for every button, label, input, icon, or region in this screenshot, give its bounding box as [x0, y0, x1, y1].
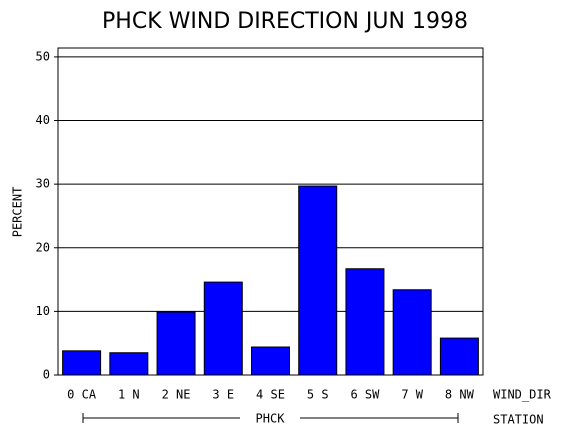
- x-tick-label: 5 S: [307, 388, 329, 402]
- x-tick-label: 6 SW: [350, 388, 380, 402]
- x-tick-label: 0 CA: [67, 388, 97, 402]
- x-tick-label: 2 NE: [162, 388, 191, 402]
- y-axis-label: PERCENT: [11, 187, 25, 238]
- y-tick-label: 30: [36, 177, 50, 191]
- bar: [251, 346, 290, 376]
- bar: [109, 352, 149, 376]
- y-tick-label: 0: [43, 368, 50, 382]
- bar: [345, 268, 385, 376]
- x-tick-label: 7 W: [401, 388, 423, 402]
- y-tick-label: 50: [36, 49, 50, 63]
- bar: [203, 281, 243, 376]
- x-tick-label: 4 SE: [256, 388, 285, 402]
- group-label-bg: [240, 410, 300, 426]
- bar: [156, 311, 196, 376]
- group-label: PHCK: [256, 412, 286, 426]
- bar: [439, 337, 479, 376]
- x-tick-label: 8 NW: [445, 388, 475, 402]
- bar: [298, 185, 338, 376]
- x-axis-label: WIND_DIR: [493, 388, 552, 402]
- x-tick-label: 3 E: [212, 388, 234, 402]
- y-tick-label: 40: [36, 113, 50, 127]
- bar: [62, 350, 102, 376]
- y-tick-label: 10: [36, 304, 50, 318]
- bar: [392, 289, 432, 376]
- y-tick-label: 20: [36, 240, 50, 254]
- group-axis-label: STATION: [493, 413, 544, 427]
- chart-title: PHCK WIND DIRECTION JUN 1998: [102, 9, 468, 34]
- x-tick-label: 1 N: [118, 388, 140, 402]
